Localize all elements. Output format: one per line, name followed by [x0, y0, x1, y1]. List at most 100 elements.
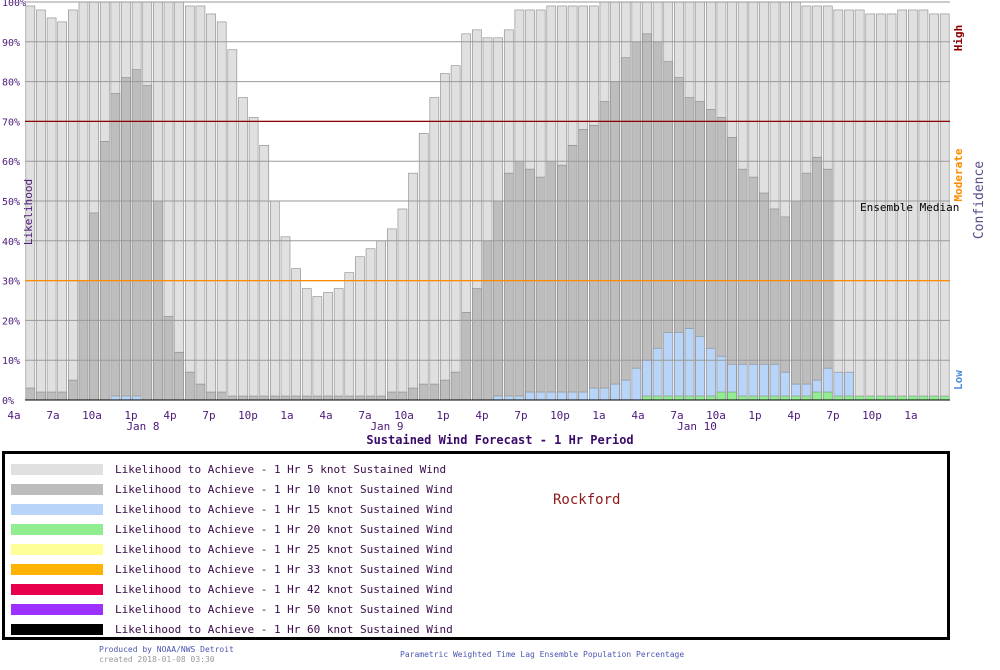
bar-s2-52 — [578, 129, 589, 401]
bar-s4-76 — [833, 395, 844, 401]
bar-s3-57 — [631, 367, 642, 401]
produced-by: Produced by NOAA/NWS Detroit — [99, 645, 234, 654]
bar-s1-32 — [365, 248, 376, 401]
bar-s4-71 — [780, 395, 791, 401]
x-tick-label: 4a — [319, 409, 332, 422]
bar-s1-29 — [333, 288, 344, 401]
x-tick-label: 10p — [238, 409, 258, 422]
bar-s1-40 — [450, 65, 461, 401]
bar-s4-81 — [886, 395, 897, 401]
x-tick-label: 1p — [748, 409, 761, 422]
bar-s2-4 — [68, 379, 78, 401]
x-tick-label: 4a — [631, 409, 644, 422]
x-tick-label: 10p — [862, 409, 882, 422]
bar-s2-75 — [822, 168, 833, 401]
bar-s2-21 — [248, 395, 259, 401]
bar-s2-33 — [376, 395, 386, 401]
bar-s2-24 — [280, 395, 291, 401]
bar-s3-61 — [674, 332, 684, 401]
bar-s1-34 — [386, 228, 397, 401]
bar-s1-27 — [312, 296, 323, 401]
wind-chart: 0% 10% 20% 30% 40% 50% 60% 70% 80% 90% 100% Likelih… — [2, 0, 987, 433]
bar-s3-9 — [121, 395, 131, 401]
bar-s2-53 — [589, 125, 599, 401]
legend-swatch — [11, 544, 103, 555]
bar-s2-5 — [78, 280, 89, 401]
bar-s2-22 — [259, 395, 270, 401]
bar-s2-48 — [535, 176, 546, 401]
bar-s4-65 — [716, 391, 727, 401]
bar-s3-69 — [759, 363, 769, 401]
legend: Rockford Likelihood to Achieve - 1 Hr 5 … — [2, 451, 950, 640]
bar-s1-1 — [36, 9, 46, 401]
bar-s3-54 — [599, 387, 610, 401]
legend-swatch — [11, 524, 103, 535]
y-tick-label: 50% — [2, 197, 20, 208]
x-tick-label: 7p — [514, 409, 527, 422]
legend-label: Likelihood to Achieve - 1 Hr 60 knot Sus… — [115, 623, 453, 636]
bar-s2-0 — [25, 387, 36, 401]
bar-s2-45 — [503, 172, 514, 401]
x-tick-label: 10a — [394, 409, 414, 422]
bar-s2-26 — [301, 395, 312, 401]
y-tick-label: 10% — [2, 356, 20, 367]
bar-s2-73 — [801, 172, 812, 401]
bar-s2-17 — [206, 391, 216, 401]
bar-s1-2 — [46, 17, 57, 401]
bar-s2-10 — [131, 69, 142, 401]
legend-swatch — [11, 564, 103, 575]
bar-s2-23 — [270, 395, 280, 401]
bar-s2-50 — [557, 164, 567, 401]
x-tick-label: 7a — [670, 409, 683, 422]
bar-s2-31 — [355, 395, 365, 401]
bar-s4-67 — [737, 395, 748, 401]
bar-s2-36 — [408, 387, 418, 401]
bar-s2-1 — [36, 391, 46, 401]
bar-s2-19 — [227, 395, 238, 401]
y-axis-label: Likelihood — [22, 179, 35, 245]
bar-s2-9 — [121, 77, 131, 401]
bar-s3-53 — [589, 387, 599, 401]
x-tick-label: 1p — [124, 409, 137, 422]
bar-s4-75 — [822, 391, 833, 401]
bar-s2-11 — [142, 85, 153, 401]
bar-s4-77 — [844, 395, 854, 401]
bar-s1-76 — [833, 9, 844, 401]
bar-s3-64 — [705, 347, 716, 401]
bar-s1-26 — [301, 288, 312, 401]
y-tick-label: 100% — [2, 0, 26, 9]
bar-s4-63 — [695, 395, 705, 401]
footer-method: Parametric Weighted Time Lag Ensemble Po… — [400, 650, 685, 659]
bar-s2-14 — [174, 351, 184, 401]
bar-s2-2 — [46, 391, 57, 401]
bar-s4-66 — [727, 391, 737, 401]
y-tick-label: 20% — [2, 316, 20, 327]
bar-s2-30 — [344, 395, 355, 401]
bar-s2-40 — [450, 371, 461, 401]
x-tick-label: 4p — [163, 409, 176, 422]
bar-s3-51 — [567, 391, 578, 401]
confidence-moderate-label: Moderate — [952, 148, 965, 201]
x-tick-label: 10a — [706, 409, 726, 422]
x-tick-label: 7a — [46, 409, 59, 422]
bar-s2-20 — [238, 395, 248, 401]
bar-s3-52 — [578, 391, 589, 401]
bar-s3-10 — [131, 395, 142, 401]
bar-s3-46 — [514, 395, 525, 401]
bar-s2-15 — [184, 371, 195, 401]
bar-s4-84 — [918, 395, 929, 401]
bar-s3-62 — [684, 328, 695, 401]
bar-s2-27 — [312, 395, 323, 401]
bar-s1-22 — [259, 144, 270, 401]
bar-s4-80 — [876, 395, 886, 401]
chart-title: Sustained Wind Forecast - 1 Hr Period — [366, 433, 634, 447]
bar-s4-62 — [684, 395, 695, 401]
bar-s4-59 — [652, 395, 663, 401]
bar-s4-82 — [897, 395, 907, 401]
bar-s3-58 — [642, 359, 652, 401]
bar-s2-42 — [472, 288, 482, 401]
bar-s1-38 — [429, 97, 440, 401]
bar-s1-39 — [440, 73, 450, 401]
bar-s4-68 — [748, 395, 759, 401]
legend-label: Likelihood to Achieve - 1 Hr 20 knot Sus… — [115, 523, 453, 536]
